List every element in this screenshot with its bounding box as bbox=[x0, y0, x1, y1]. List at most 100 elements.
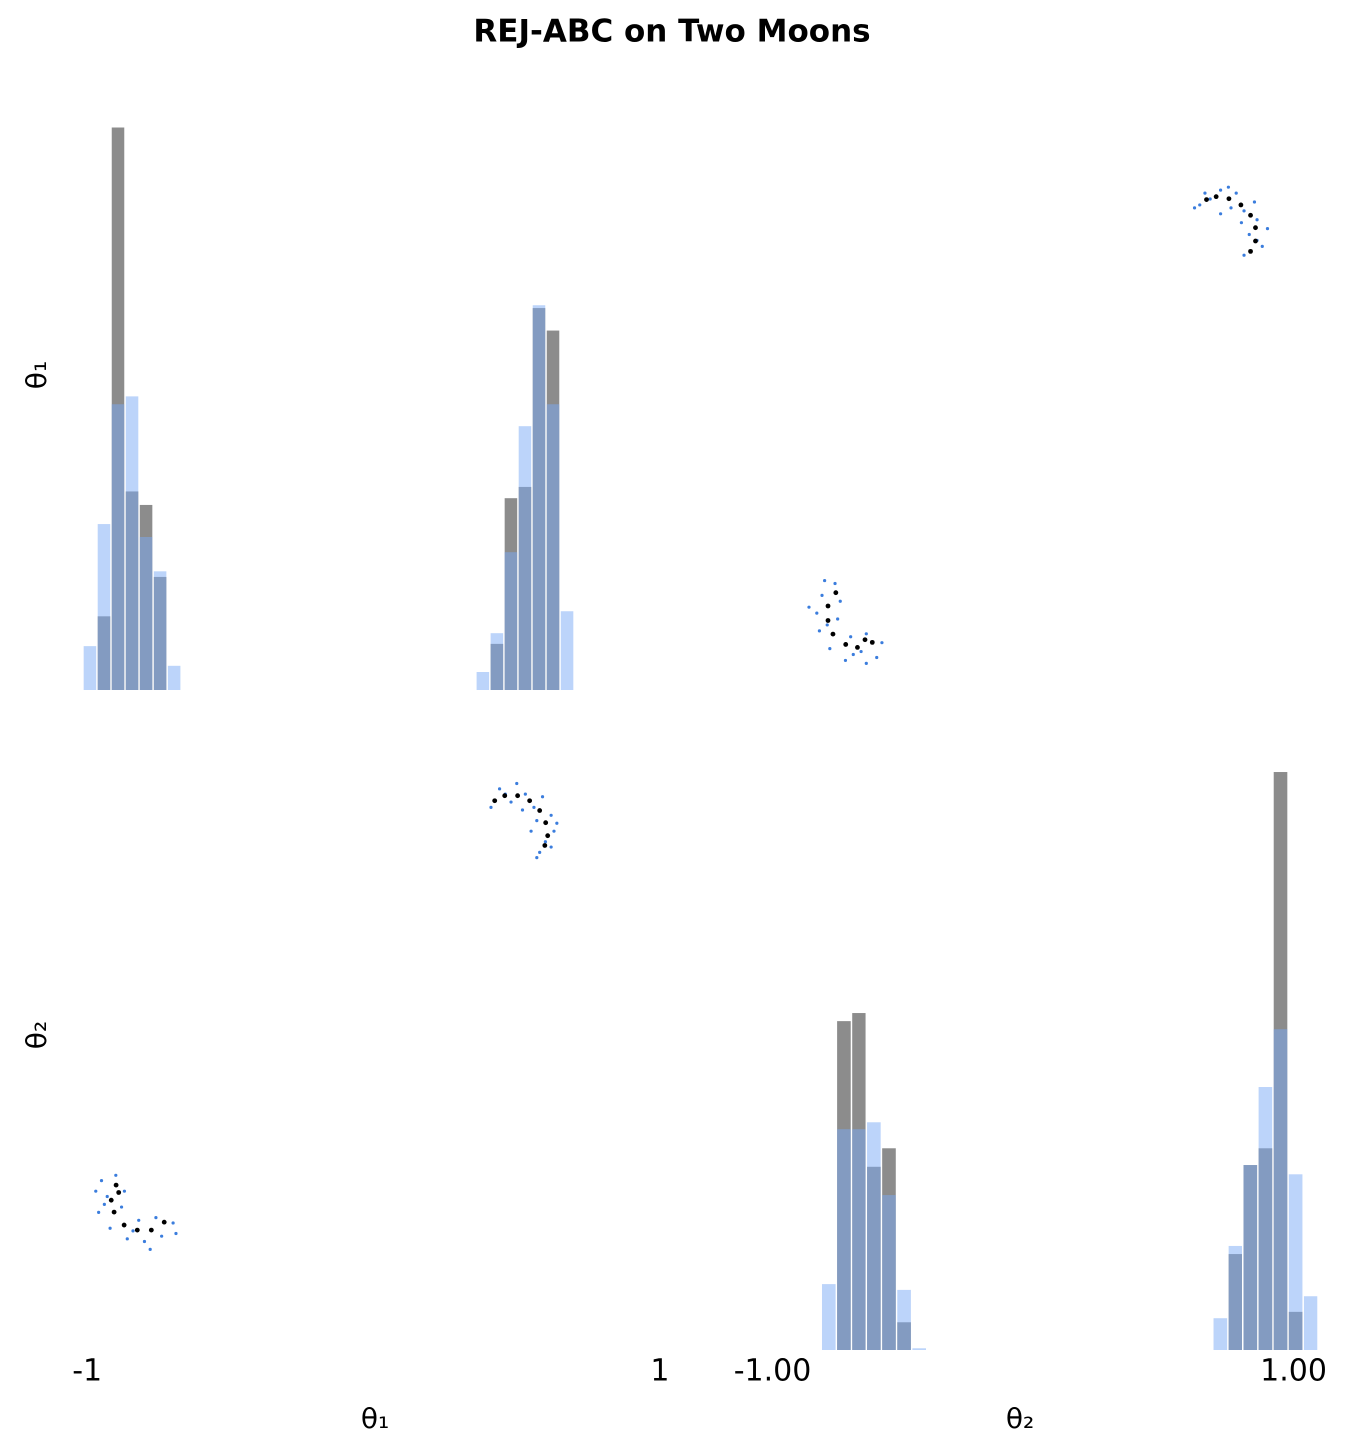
scatter-point bbox=[1226, 196, 1232, 202]
scatter-point bbox=[843, 658, 848, 663]
scatter-point bbox=[869, 639, 875, 645]
scatter-point bbox=[1265, 226, 1270, 231]
x-tick-label: 1 bbox=[650, 1354, 669, 1389]
hist-bar bbox=[897, 1289, 911, 1350]
scatter-point bbox=[542, 843, 548, 848]
scatter-point bbox=[489, 805, 493, 809]
scatter-point bbox=[515, 781, 519, 786]
scatter-point bbox=[543, 840, 547, 844]
scatter-point bbox=[864, 661, 868, 665]
scatter-point bbox=[113, 1182, 119, 1188]
scatter-point bbox=[1255, 218, 1259, 222]
scatter-point bbox=[94, 1189, 98, 1193]
scatter-point bbox=[1213, 194, 1219, 200]
hist-bar bbox=[532, 305, 546, 690]
x-tick-label: -1 bbox=[72, 1354, 102, 1389]
hist-bar bbox=[837, 1129, 851, 1350]
scatter-point bbox=[807, 605, 811, 609]
y-axis-label: θ₂ bbox=[20, 1021, 53, 1049]
scatter-point bbox=[862, 637, 868, 643]
hist-bar bbox=[821, 1284, 836, 1350]
scatter-point bbox=[527, 798, 533, 804]
scatter-point bbox=[545, 833, 551, 839]
hist-bar bbox=[1258, 1087, 1273, 1350]
x-tick-label: 1.00 bbox=[1260, 1354, 1327, 1389]
scatter-point bbox=[1248, 212, 1253, 218]
hist-bar bbox=[1303, 1296, 1318, 1350]
scatter-point bbox=[134, 1227, 140, 1233]
scatter-point bbox=[833, 581, 837, 586]
hist-bar bbox=[1288, 1174, 1303, 1350]
scatter-point bbox=[160, 1234, 164, 1238]
scatter-point bbox=[137, 1218, 141, 1222]
scatter-point bbox=[838, 599, 842, 603]
scatter-point bbox=[880, 641, 884, 645]
scatter-point bbox=[833, 590, 839, 596]
scatter-point bbox=[523, 792, 527, 796]
scatter-point bbox=[119, 1205, 124, 1209]
scatter-point bbox=[830, 631, 836, 637]
hist-bar bbox=[167, 665, 181, 690]
hist-bar bbox=[1273, 1029, 1288, 1350]
scatter-point bbox=[529, 829, 533, 833]
scatter-point bbox=[851, 652, 855, 657]
scatter-point bbox=[1242, 209, 1246, 213]
scatter-point bbox=[502, 793, 508, 799]
scatter-point bbox=[1229, 206, 1233, 210]
hist-bar bbox=[153, 571, 167, 690]
scatter-point bbox=[543, 820, 549, 826]
scatter-point bbox=[549, 813, 553, 817]
scatter-point bbox=[131, 1229, 135, 1233]
scatter-point bbox=[148, 1227, 154, 1233]
hist-bar bbox=[476, 672, 490, 690]
scatter-point bbox=[125, 1237, 129, 1241]
scatter-point bbox=[1218, 188, 1223, 192]
scatter-point bbox=[1252, 200, 1257, 204]
scatter-point bbox=[1239, 221, 1244, 225]
scatter-point bbox=[111, 1209, 117, 1215]
scatter-point bbox=[823, 578, 827, 583]
scatter-point bbox=[1208, 197, 1212, 201]
scatter-point bbox=[1253, 238, 1258, 244]
scatter-point bbox=[540, 795, 545, 799]
scatter-point bbox=[108, 1226, 112, 1230]
scatter-point bbox=[97, 1210, 101, 1214]
scatter-point bbox=[1238, 202, 1244, 208]
y-axis-label: θ₁ bbox=[20, 361, 53, 389]
scatter-point bbox=[492, 798, 498, 804]
scatter-point bbox=[875, 655, 879, 660]
scatter-point bbox=[817, 629, 822, 633]
scatter-point bbox=[549, 845, 553, 849]
hist-bar bbox=[83, 646, 97, 690]
scatter-point bbox=[843, 642, 849, 647]
scatter-point bbox=[142, 1239, 147, 1244]
scatter-point bbox=[538, 850, 542, 854]
scatter-point bbox=[1260, 244, 1264, 248]
x-tick-label: -1.00 bbox=[734, 1354, 812, 1389]
scatter-point bbox=[855, 645, 860, 650]
scatter-point bbox=[515, 793, 521, 799]
hist-bar bbox=[125, 396, 139, 690]
scatter-point bbox=[154, 1216, 158, 1220]
scatter-point bbox=[1204, 197, 1209, 203]
scatter-point bbox=[825, 603, 831, 609]
hist-bar bbox=[1213, 1318, 1228, 1350]
scatter-point bbox=[1198, 203, 1202, 207]
hist-bar bbox=[852, 1129, 866, 1350]
scatter-point bbox=[1242, 253, 1246, 257]
hist-bar bbox=[546, 404, 560, 690]
x-axis-label: θ₂ bbox=[1006, 1402, 1034, 1435]
scatter-point bbox=[1203, 191, 1207, 195]
hist-bar bbox=[1243, 1165, 1258, 1350]
scatter-point bbox=[825, 618, 831, 623]
hist-bar bbox=[111, 404, 125, 690]
scatter-point bbox=[828, 646, 832, 651]
hist-bar bbox=[882, 1195, 896, 1350]
hist-bar bbox=[867, 1122, 881, 1350]
scatter-point bbox=[815, 611, 819, 615]
chart-title: REJ-ABC on Two Moons bbox=[473, 14, 870, 50]
scatter-point bbox=[509, 800, 513, 804]
scatter-point bbox=[108, 1197, 114, 1203]
scatter-point bbox=[161, 1219, 167, 1225]
hist-bar bbox=[97, 524, 111, 690]
